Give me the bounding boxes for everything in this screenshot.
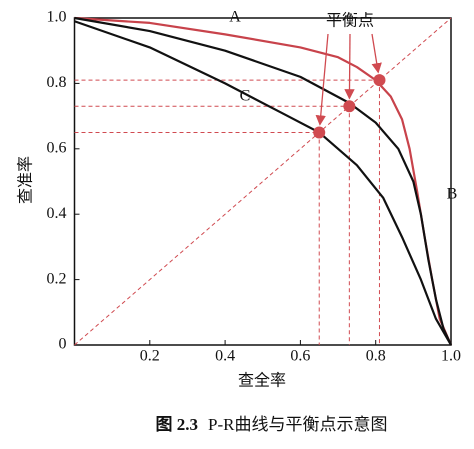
curve-label: A — [229, 9, 241, 26]
y-tick-label: 0.4 — [47, 205, 67, 222]
diagonal — [74, 17, 452, 346]
annotation-arrow — [315, 33, 329, 126]
x-tick-label: 0.6 — [290, 348, 310, 365]
y-tick-label: 0.8 — [47, 74, 67, 91]
x-tick-label: 0.4 — [215, 348, 235, 365]
x-tick-label: 1.0 — [441, 348, 461, 365]
y-tick-label: 0.6 — [47, 139, 67, 156]
caption-text: P-R曲线与平衡点示意图 — [208, 415, 387, 434]
y-tick-label: 1.0 — [47, 9, 67, 26]
annotation-arrow — [344, 33, 355, 100]
y-tick-label: 0 — [59, 336, 67, 353]
annotation-arrow — [371, 33, 382, 74]
x-tick-label: 0.8 — [366, 348, 386, 365]
annotation: 平衡点 — [326, 12, 374, 30]
x-axis-label: 查全率 — [238, 372, 286, 390]
caption-figure: 图 2.3 — [156, 415, 199, 434]
y-tick-label: 0.2 — [47, 270, 67, 287]
plot-frame — [73, 17, 452, 346]
x-tick-label: 0.2 — [140, 348, 160, 365]
break-even-point — [373, 74, 386, 87]
curve-label: C — [240, 88, 251, 105]
curve — [74, 16, 452, 346]
y-axis-label: 查准率 — [17, 156, 35, 204]
curve — [74, 20, 452, 346]
break-even-point — [313, 126, 326, 139]
curve-label: B — [447, 186, 458, 203]
break-even-point — [343, 100, 356, 113]
